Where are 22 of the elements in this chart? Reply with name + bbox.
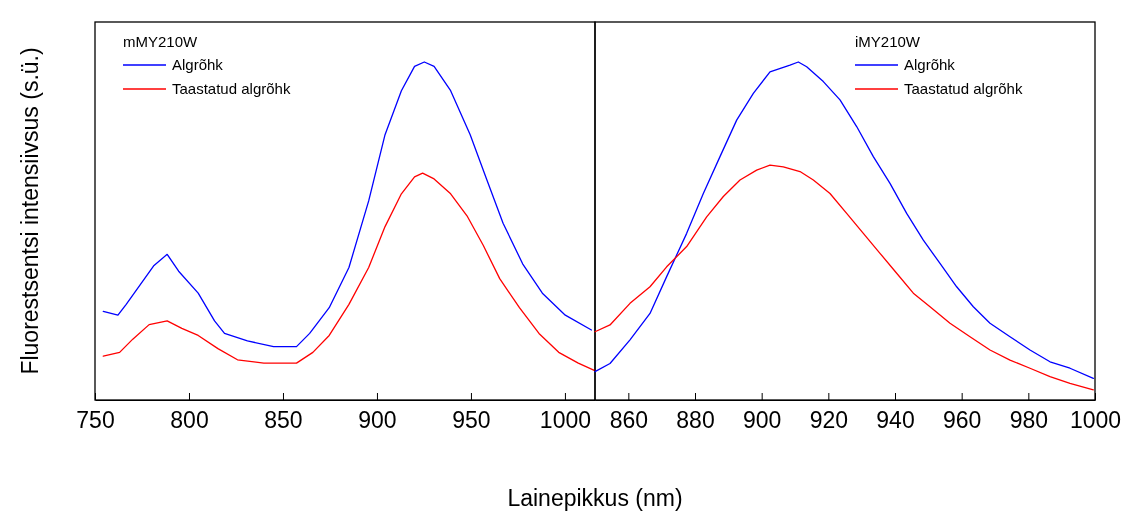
x-tick-label: 940 [876, 407, 915, 434]
legend-label: Algrõhk [904, 56, 956, 73]
x-tick-label: 920 [809, 407, 849, 434]
x-tick-label: 950 [452, 407, 491, 434]
x-axis-title: Lainepikkus (nm) [507, 485, 683, 511]
x-tick-label: 960 [942, 407, 982, 434]
x-tick-label: 900 [742, 407, 782, 434]
x-tick-label: 1000 [1069, 407, 1122, 434]
legend-title: iMY210W [855, 33, 921, 50]
legend-label: Taastatud algrõhk [904, 80, 1023, 97]
legend-title: mMY210W [123, 33, 199, 50]
legend-label: Taastatud algrõhk [172, 80, 291, 97]
legend-label: Algrõhk [172, 56, 224, 73]
x-tick-label: 1000 [539, 407, 592, 434]
x-tick-label: 860 [609, 407, 649, 434]
x-tick-label: 980 [1009, 407, 1049, 434]
x-tick-label: 850 [264, 407, 303, 434]
x-tick-label: 750 [76, 407, 115, 434]
x-tick-label: 880 [676, 407, 715, 434]
y-axis-title: Fluorestsentsi intensiivsus (s.ü.) [17, 47, 43, 375]
x-tick-label: 800 [170, 407, 209, 434]
x-tick-label: 900 [358, 407, 397, 434]
